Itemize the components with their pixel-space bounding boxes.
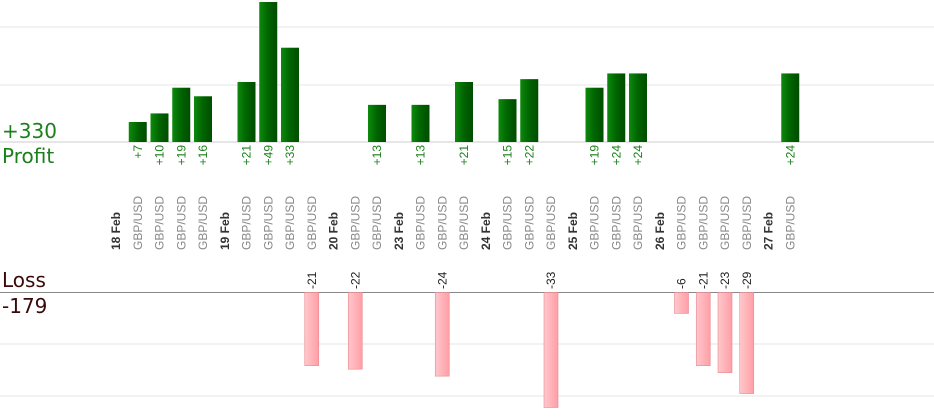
loss-value-label: -6 xyxy=(675,278,689,289)
profit-bar xyxy=(368,104,386,142)
pair-label: GBP/USD xyxy=(348,196,362,250)
profit-value-label: +24 xyxy=(631,145,645,166)
loss-bar xyxy=(543,292,559,408)
loss-bar xyxy=(695,292,711,366)
profit-value-label: +13 xyxy=(414,145,428,166)
date-label: 23 Feb xyxy=(392,212,406,250)
profit-value-label: +19 xyxy=(174,145,188,166)
pair-label: GBP/USD xyxy=(196,196,210,250)
profit-bar xyxy=(411,104,430,142)
profit-bar xyxy=(194,96,212,142)
date-label: 19 Feb xyxy=(218,212,232,250)
loss-bar xyxy=(717,292,733,373)
profit-value-label: +21 xyxy=(457,145,471,166)
pair-label: GBP/USD xyxy=(131,196,145,250)
pair-label: GBP/USD xyxy=(544,196,558,250)
date-label: 26 Feb xyxy=(653,212,667,250)
pair-label: GBP/USD xyxy=(696,196,710,250)
profit-bar xyxy=(498,99,517,142)
pair-label: GBP/USD xyxy=(457,196,471,250)
date-label: 25 Feb xyxy=(566,212,580,250)
profit-label: Profit xyxy=(2,144,54,168)
loss-value-label: -21 xyxy=(305,271,319,289)
pair-label: GBP/USD xyxy=(240,196,254,250)
profit-bar xyxy=(455,82,473,142)
profit-value-label: +22 xyxy=(522,145,536,166)
pair-label: GBP/USD xyxy=(718,196,732,250)
loss-bar xyxy=(434,292,450,377)
loss-value-label: -22 xyxy=(348,271,362,289)
loss-value-label: -23 xyxy=(718,271,732,289)
profit-bar xyxy=(150,113,169,142)
pair-label: GBP/USD xyxy=(588,196,602,250)
profit-value-label: +13 xyxy=(370,145,384,166)
profit-bar xyxy=(629,73,647,142)
pair-label: GBP/USD xyxy=(501,196,515,250)
loss-bar xyxy=(739,292,755,394)
pair-label: GBP/USD xyxy=(174,196,188,250)
loss-value-label: -29 xyxy=(740,271,754,289)
profit-value-label: +10 xyxy=(153,145,167,166)
profit-value-label: +15 xyxy=(501,145,515,166)
pair-label: GBP/USD xyxy=(261,196,275,250)
pair-label: GBP/USD xyxy=(153,196,167,250)
bars xyxy=(128,2,800,408)
profit-value-label: +49 xyxy=(261,145,275,166)
profit-bar xyxy=(281,47,299,142)
pair-label: GBP/USD xyxy=(370,196,384,250)
profit-value-label: +19 xyxy=(588,145,602,166)
date-label: 27 Feb xyxy=(762,212,776,250)
profit-total: +330 xyxy=(2,119,57,143)
profit-bar xyxy=(585,87,604,142)
profit-bar xyxy=(128,122,147,142)
profit-value-label: +7 xyxy=(131,145,145,159)
profit-value-label: +33 xyxy=(283,145,297,166)
loss-bar xyxy=(304,292,320,366)
profit-value-label: +24 xyxy=(783,145,797,166)
pair-label: GBP/USD xyxy=(283,196,297,250)
pair-label: GBP/USD xyxy=(740,196,754,250)
pair-label: GBP/USD xyxy=(414,196,428,250)
pair-label: GBP/USD xyxy=(522,196,536,250)
loss-bar xyxy=(674,292,689,314)
profit-bar xyxy=(237,82,256,142)
profit-value-label: +21 xyxy=(240,145,254,166)
profit-bar xyxy=(607,73,626,142)
date-label: 18 Feb xyxy=(109,212,123,250)
pair-label: GBP/USD xyxy=(631,196,645,250)
grid-lines xyxy=(0,26,934,397)
loss-total: -179 xyxy=(2,294,47,318)
pair-label: GBP/USD xyxy=(305,196,319,250)
column-labels: 18 Feb GBP/USD +7 GBP/USD +10 GBP/USD +19 GBP/U… xyxy=(109,145,797,289)
pair-label: GBP/USD xyxy=(783,196,797,250)
profit-value-label: +16 xyxy=(196,145,210,166)
loss-value-label: -21 xyxy=(696,271,710,289)
profit-value-label: +24 xyxy=(609,145,623,166)
profit-bar xyxy=(781,73,800,142)
loss-bar xyxy=(347,292,363,370)
loss-value-label: -24 xyxy=(435,271,449,289)
loss-value-label: -33 xyxy=(544,271,558,289)
profit-bar xyxy=(172,87,191,142)
profit-bar xyxy=(520,79,539,142)
pair-label: GBP/USD xyxy=(435,196,449,250)
loss-label: Loss xyxy=(2,268,46,292)
pair-label: GBP/USD xyxy=(609,196,623,250)
profit-bar xyxy=(259,2,278,142)
date-label: 20 Feb xyxy=(327,212,341,250)
date-label: 24 Feb xyxy=(479,212,493,250)
pair-label: GBP/USD xyxy=(675,196,689,250)
